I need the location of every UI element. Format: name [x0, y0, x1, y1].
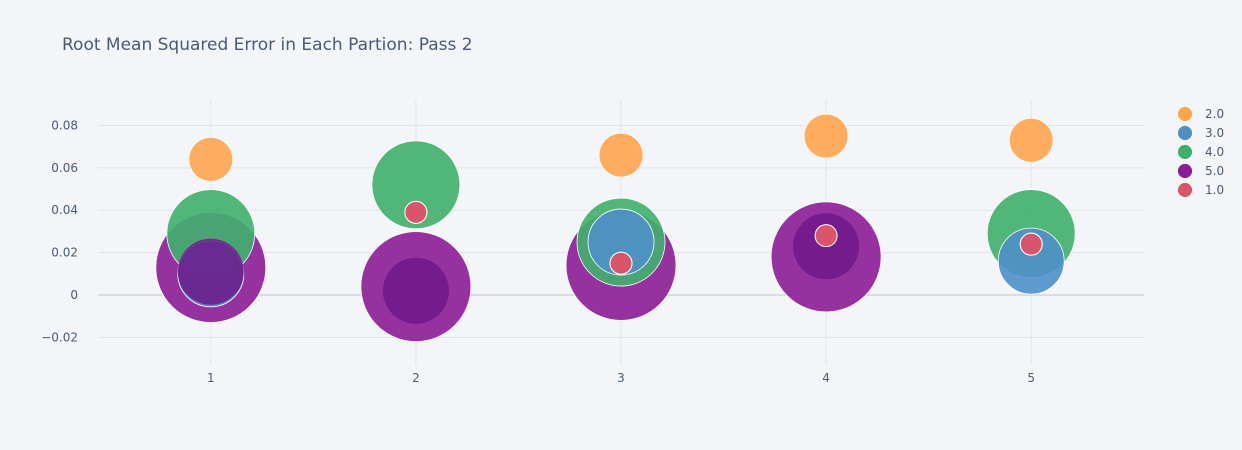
legend-marker-2-0[interactable] [1177, 106, 1193, 122]
x-tick-label: 2 [412, 371, 420, 385]
y-tick-label: 0.06 [51, 161, 78, 175]
bubble-3-0[interactable] [997, 227, 1065, 295]
legend[interactable]: 2.0 3.0 4.0 5.0 1.0 [1177, 106, 1225, 198]
y-tick-label: 0 [70, 288, 78, 302]
axes: 1 2 3 4 5 −0.02 0 0.02 0.04 0.06 0.08 [41, 118, 1035, 385]
x-tick-label: 4 [822, 371, 830, 385]
bubble-2-0[interactable] [803, 113, 849, 159]
legend-label[interactable]: 2.0 [1205, 107, 1224, 121]
legend-label[interactable]: 3.0 [1205, 126, 1224, 140]
inner-bubble[interactable] [382, 257, 449, 324]
legend-marker-4-0[interactable] [1177, 144, 1193, 160]
bubble-2-0[interactable] [1008, 117, 1054, 163]
y-tick-label: −0.02 [41, 330, 78, 344]
bubble-1-0[interactable] [609, 251, 633, 275]
legend-marker-3-0[interactable] [1177, 125, 1193, 141]
bubble-3-0[interactable] [587, 208, 655, 276]
plot-area [155, 113, 1076, 342]
bubble-2-0[interactable] [188, 136, 234, 182]
chart-title: Root Mean Squared Error in Each Partion:… [62, 35, 473, 55]
y-tick-label: 0.04 [51, 203, 78, 217]
legend-label[interactable]: 1.0 [1205, 183, 1224, 197]
x-tick-label: 3 [617, 371, 625, 385]
legend-label[interactable]: 4.0 [1205, 145, 1224, 159]
inner-bubble[interactable] [177, 238, 244, 305]
bubble-4-0[interactable] [371, 140, 461, 230]
legend-marker-5-0[interactable] [1177, 163, 1193, 179]
y-tick-label: 0.08 [51, 118, 78, 132]
x-tick-label: 5 [1027, 371, 1035, 385]
bubble-2-0[interactable] [598, 132, 644, 178]
bubble-1-0[interactable] [404, 200, 428, 224]
legend-marker-1-0[interactable] [1177, 182, 1193, 198]
bubble-1-0[interactable] [1019, 232, 1043, 256]
x-tick-label: 1 [207, 371, 215, 385]
y-tick-label: 0.02 [51, 246, 78, 260]
bubble-1-0[interactable] [814, 224, 838, 248]
legend-label[interactable]: 5.0 [1205, 164, 1224, 178]
